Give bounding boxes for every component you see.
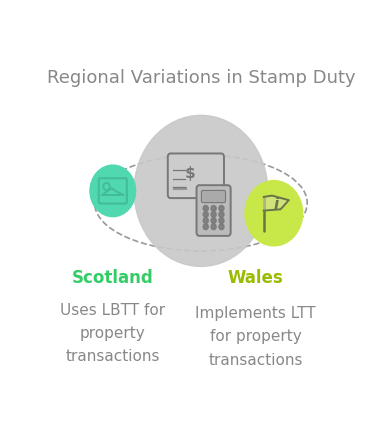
Circle shape — [211, 218, 216, 223]
Circle shape — [203, 224, 208, 230]
Circle shape — [211, 224, 216, 230]
Circle shape — [245, 181, 303, 246]
Circle shape — [134, 116, 268, 266]
Circle shape — [219, 218, 224, 223]
Circle shape — [203, 206, 208, 211]
Circle shape — [90, 165, 136, 217]
Polygon shape — [264, 196, 289, 211]
Text: Implements LTT
for property
transactions: Implements LTT for property transactions — [195, 306, 316, 368]
FancyBboxPatch shape — [196, 185, 230, 236]
Circle shape — [219, 211, 224, 217]
Text: $: $ — [185, 166, 195, 182]
Text: Uses LBTT for
property
transactions: Uses LBTT for property transactions — [60, 302, 165, 364]
FancyBboxPatch shape — [201, 190, 225, 202]
Circle shape — [219, 206, 224, 211]
Text: i: i — [274, 197, 279, 212]
Circle shape — [203, 218, 208, 223]
Text: Regional Variations in Stamp Duty: Regional Variations in Stamp Duty — [47, 69, 355, 87]
Circle shape — [211, 211, 216, 217]
Circle shape — [219, 224, 224, 230]
Text: Scotland: Scotland — [72, 269, 154, 288]
Text: Wales: Wales — [228, 269, 283, 288]
Circle shape — [203, 211, 208, 217]
Circle shape — [211, 206, 216, 211]
FancyBboxPatch shape — [168, 153, 224, 198]
